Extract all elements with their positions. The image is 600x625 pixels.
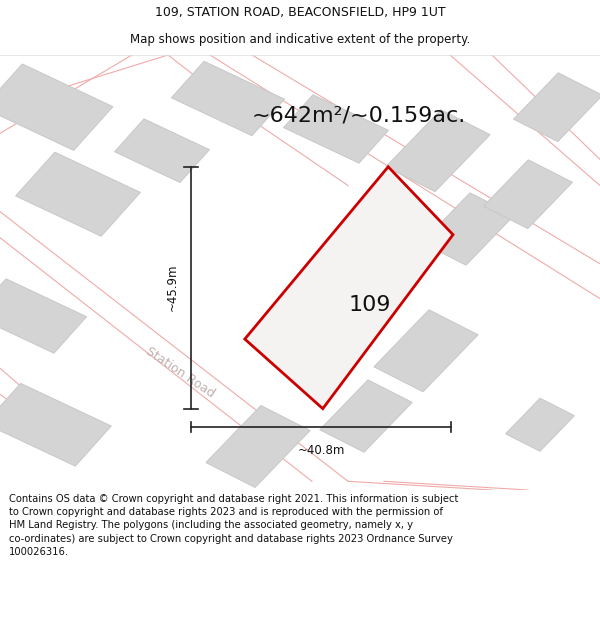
Text: ~642m²/~0.159ac.: ~642m²/~0.159ac. (252, 106, 466, 126)
Polygon shape (316, 251, 404, 320)
Polygon shape (284, 95, 388, 163)
Polygon shape (320, 380, 412, 452)
Text: ~45.9m: ~45.9m (166, 264, 179, 311)
Polygon shape (514, 72, 600, 142)
Text: Station Road: Station Road (143, 345, 217, 401)
Text: 109: 109 (349, 295, 391, 315)
Polygon shape (386, 110, 490, 192)
Polygon shape (0, 279, 86, 353)
Polygon shape (0, 64, 113, 151)
Polygon shape (0, 383, 111, 466)
Polygon shape (206, 406, 310, 488)
Text: ~40.8m: ~40.8m (298, 444, 344, 458)
Polygon shape (115, 119, 209, 182)
Polygon shape (172, 61, 284, 136)
Polygon shape (506, 398, 574, 451)
Text: Contains OS data © Crown copyright and database right 2021. This information is : Contains OS data © Crown copyright and d… (9, 494, 458, 557)
Polygon shape (245, 167, 453, 409)
Text: Map shows position and indicative extent of the property.: Map shows position and indicative extent… (130, 33, 470, 46)
Polygon shape (484, 160, 572, 229)
Polygon shape (16, 152, 140, 236)
Text: 109, STATION ROAD, BEACONSFIELD, HP9 1UT: 109, STATION ROAD, BEACONSFIELD, HP9 1UT (155, 6, 445, 19)
Polygon shape (374, 310, 478, 392)
Polygon shape (422, 193, 514, 265)
